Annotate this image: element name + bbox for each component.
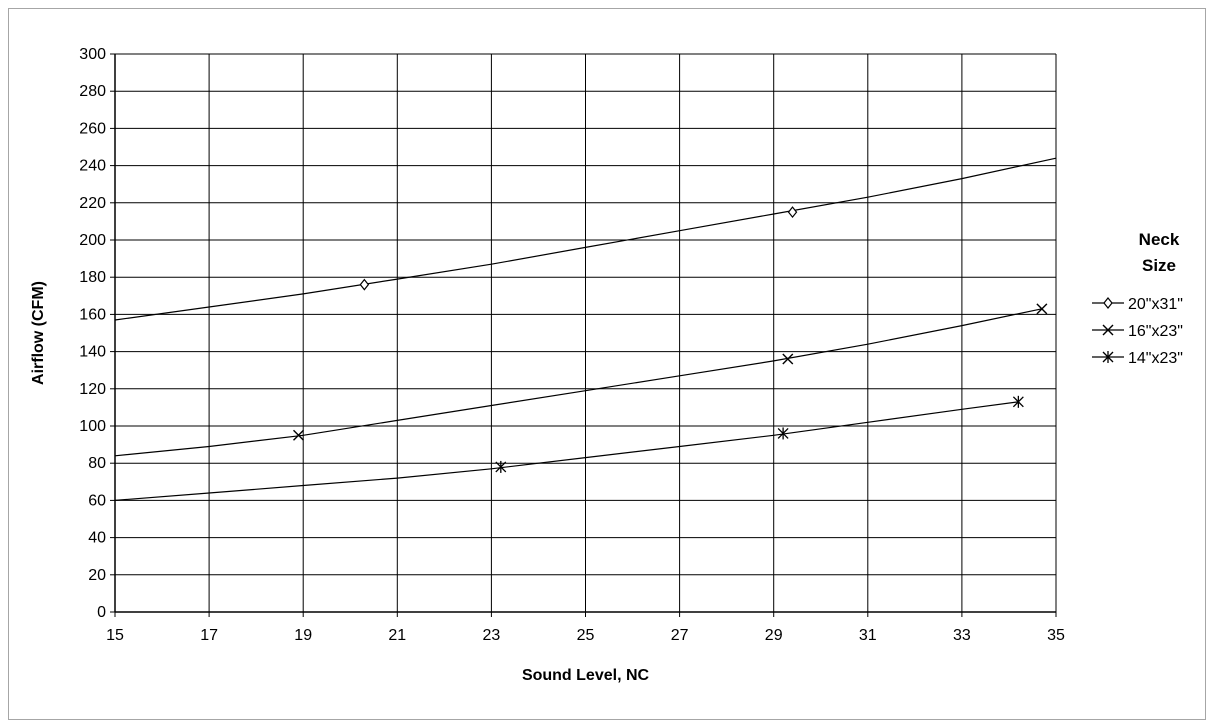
chart-frame: 0 20 40 60 80 100 120 140 160 180 200 220 240 260 280 3… bbox=[8, 8, 1206, 720]
legend-item-2: 16"x23" bbox=[1092, 323, 1183, 340]
x-tick-label: 35 bbox=[1047, 627, 1065, 644]
y-tick-label: 200 bbox=[79, 232, 106, 249]
y-tick-label: 100 bbox=[79, 418, 106, 435]
x-tick-label: 15 bbox=[106, 627, 124, 644]
x-tick-label: 17 bbox=[200, 627, 218, 644]
tick-labels: 0 20 40 60 80 100 120 140 160 180 200 220 240 260 280 3… bbox=[79, 46, 1065, 644]
marker-diamond bbox=[359, 278, 370, 291]
diamond-marker bbox=[359, 278, 370, 291]
marker-diamond bbox=[1103, 297, 1113, 309]
x-tick-label: 23 bbox=[483, 627, 501, 644]
legend-item-3: 14"x23" bbox=[1092, 350, 1183, 367]
y-axis-title: Airflow (CFM) bbox=[30, 281, 47, 385]
y-tick-label: 140 bbox=[79, 344, 106, 361]
x-tick-label: 33 bbox=[953, 627, 971, 644]
x-axis-title: Sound Level, NC bbox=[522, 667, 650, 684]
marker-star bbox=[1012, 395, 1024, 408]
y-tick-label: 180 bbox=[79, 269, 106, 286]
marker-star bbox=[495, 460, 507, 473]
y-tick-label: 60 bbox=[88, 492, 106, 509]
x-tick-label: 29 bbox=[765, 627, 783, 644]
y-tick-label: 240 bbox=[79, 158, 106, 175]
y-tick-label: 260 bbox=[79, 120, 106, 137]
series-1 bbox=[114, 157, 1057, 321]
marker-star bbox=[1102, 351, 1114, 363]
diamond-marker bbox=[1103, 297, 1113, 309]
legend: Neck Size 20"x31" 16"x23" 14"x23" bbox=[1092, 230, 1183, 367]
legend-title-line-2: Size bbox=[1142, 256, 1176, 275]
x-tick-label: 31 bbox=[859, 627, 877, 644]
y-tick-label: 40 bbox=[88, 530, 106, 547]
x-tick-label: 19 bbox=[294, 627, 312, 644]
y-tick-label: 120 bbox=[79, 381, 106, 398]
y-tick-label: 280 bbox=[79, 83, 106, 100]
y-tick-label: 20 bbox=[88, 567, 106, 584]
marker-x bbox=[782, 353, 794, 365]
marker-diamond bbox=[787, 206, 798, 219]
x-marker-stroke bbox=[1102, 324, 1114, 336]
marker-x bbox=[1036, 303, 1048, 315]
series-2 bbox=[114, 303, 1048, 457]
x-marker-stroke bbox=[293, 429, 304, 441]
x-tick-label: 21 bbox=[388, 627, 406, 644]
series-trend-line bbox=[114, 157, 1057, 321]
marker-star bbox=[777, 427, 789, 440]
marker-x bbox=[1102, 324, 1114, 336]
x-marker-stroke bbox=[782, 353, 794, 365]
legend-item-1: 20"x31" bbox=[1092, 296, 1183, 313]
airflow-chart: 0 20 40 60 80 100 120 140 160 180 200 220 240 260 280 3… bbox=[30, 46, 1183, 684]
legend-title-line-1: Neck bbox=[1139, 230, 1180, 249]
marker-x bbox=[293, 429, 304, 441]
series-trend-line bbox=[114, 401, 1019, 501]
legend-label: 16"x23" bbox=[1128, 323, 1183, 340]
x-marker-stroke bbox=[1036, 303, 1048, 315]
y-tick-label: 220 bbox=[79, 195, 106, 212]
x-tick-label: 25 bbox=[577, 627, 595, 644]
x-tick-label: 27 bbox=[671, 627, 689, 644]
legend-label: 14"x23" bbox=[1128, 350, 1183, 367]
y-tick-label: 160 bbox=[79, 306, 106, 323]
diamond-marker bbox=[787, 206, 798, 219]
legend-label: 20"x31" bbox=[1128, 296, 1183, 313]
series-trend-line bbox=[114, 308, 1043, 457]
y-tick-label: 80 bbox=[88, 455, 106, 472]
grid bbox=[114, 53, 1057, 613]
series-3 bbox=[114, 395, 1024, 501]
y-tick-label: 0 bbox=[97, 604, 106, 621]
y-tick-label: 300 bbox=[79, 46, 106, 63]
series-layer bbox=[114, 157, 1057, 501]
axes bbox=[110, 53, 1057, 617]
